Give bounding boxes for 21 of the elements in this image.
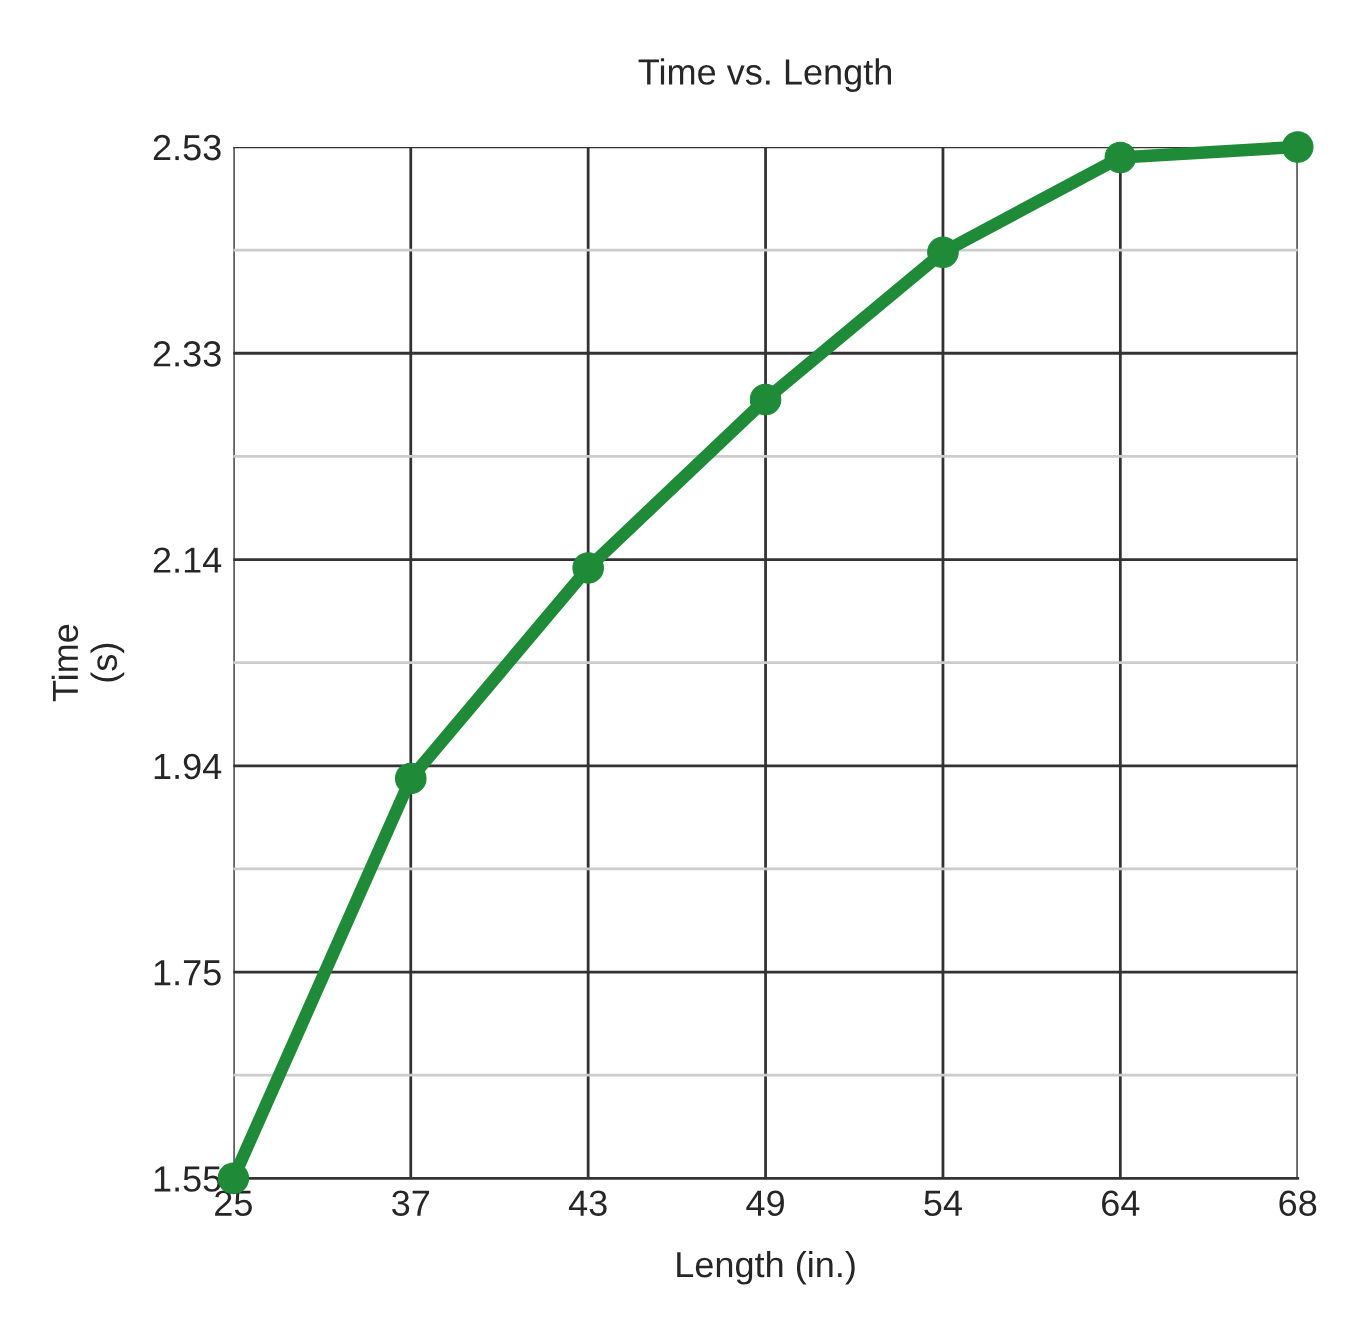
point [927, 236, 959, 268]
point [572, 552, 604, 584]
x-axis-title: Length (in.) [677, 1250, 855, 1285]
y-tick-label: 2.53 [153, 134, 221, 161]
x-tick-label: 49 [746, 1190, 784, 1216]
y-tick-label: 1.75 [154, 960, 221, 986]
point [394, 762, 427, 795]
x-tick-label: 25 [215, 1190, 252, 1216]
x-tick-label: 68 [1279, 1190, 1317, 1216]
y-tick-label: 2.33 [153, 341, 221, 367]
point [749, 383, 782, 416]
y-tick-label: 2.14 [153, 547, 222, 573]
x-tick-label: 64 [1102, 1190, 1140, 1216]
x-tick-label: 37 [392, 1190, 430, 1216]
chart-title: Time vs. Length [638, 58, 891, 92]
point [1281, 131, 1314, 163]
x-tick-label: 54 [924, 1190, 962, 1216]
x-tick-label: 43 [568, 1190, 607, 1216]
point [1104, 141, 1137, 174]
y-tick-label: 1.94 [154, 753, 222, 780]
y-axis-title: Time (s) [51, 624, 125, 702]
